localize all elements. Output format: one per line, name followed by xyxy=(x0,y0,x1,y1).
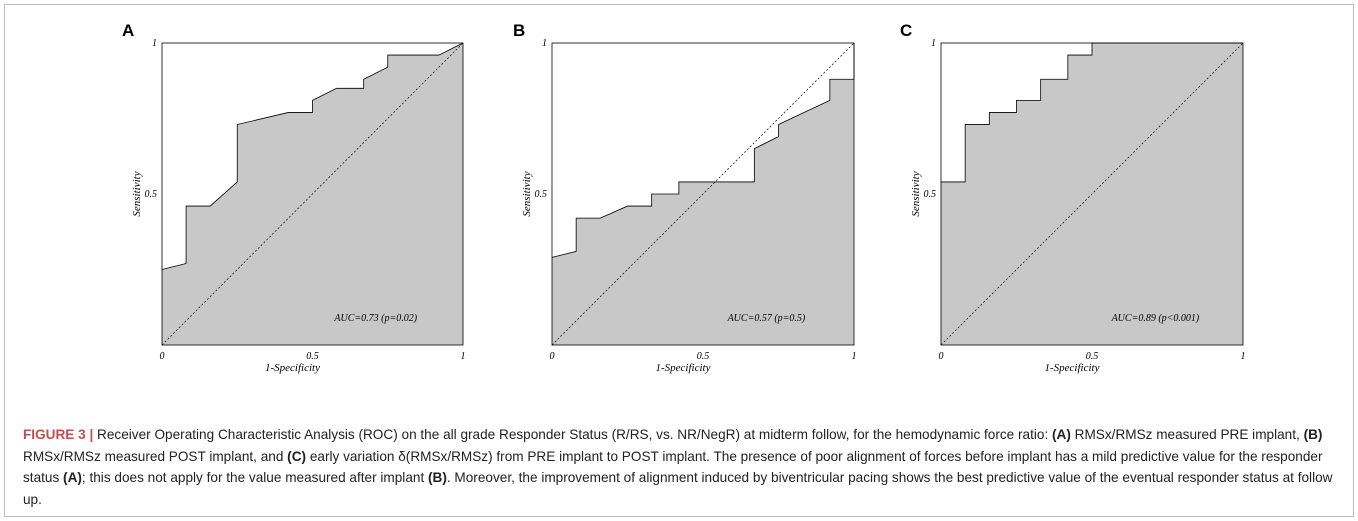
figure-frame: A 0 0.5 1 0.5 1 1-Specificity Sensitivity AUC=0.… xyxy=(4,4,1354,517)
x-tick-label: 0 xyxy=(160,351,165,362)
roc-panel-c: C 0 0.5 1 0.5 1 1-Specificity Sensitivity AUC=0.… xyxy=(900,21,1246,374)
x-tick-label: 0 xyxy=(939,351,944,362)
roc-panel-a: A 0 0.5 1 0.5 1 1-Specificity Sensitivity AUC=0.… xyxy=(122,21,466,374)
y-axis-label: Sensitivity xyxy=(910,171,922,216)
caption-lead: FIGURE 3 | xyxy=(23,427,94,442)
plot-frame xyxy=(551,42,855,346)
roc-figure: A 0 0.5 1 0.5 1 1-Specificity Sensitivity AUC=0.… xyxy=(122,21,1246,374)
caption-text: RMSx/RMSz measured POST implant, and xyxy=(23,448,288,464)
y-tick-label: 1 xyxy=(542,38,547,49)
roc-curve xyxy=(551,43,855,258)
x-tick-label: 1 xyxy=(461,351,466,362)
reference-diagonal xyxy=(161,42,464,346)
caption-text: . Moreover, the improvement of alignment… xyxy=(23,470,1333,507)
x-axis-label: 1-Specificity xyxy=(265,362,320,374)
panel-letter: C xyxy=(900,21,912,40)
caption-panel-ref: (A) xyxy=(63,470,82,485)
caption-text: RMSx/RMSz measured PRE implant, xyxy=(1070,427,1304,442)
caption-panel-ref: (B) xyxy=(428,470,447,485)
y-tick-label: 0.5 xyxy=(145,189,158,200)
caption-text: ; this does not apply for the value meas… xyxy=(81,470,428,485)
caption-panel-ref: (B) xyxy=(1303,427,1323,442)
caption-panel-ref: (C) xyxy=(287,448,307,464)
figure-caption: FIGURE 3 | Receiver Operating Characteri… xyxy=(23,424,1345,510)
plot-frame xyxy=(940,42,1244,346)
auc-annotation: AUC=0.89 (p<0.001) xyxy=(1111,313,1200,324)
roc-curve xyxy=(941,42,1243,183)
y-tick-label: 1 xyxy=(152,38,157,49)
x-axis-label: 1-Specificity xyxy=(656,362,711,374)
caption-text: Receiver Operating Characteristic Analys… xyxy=(93,427,1053,442)
y-tick-label: 0.5 xyxy=(924,189,937,200)
caption-panel-ref: (A) xyxy=(1052,427,1071,442)
x-tick-label: 1 xyxy=(852,351,857,362)
reference-diagonal xyxy=(940,42,1244,346)
x-tick-label: 0 xyxy=(550,351,555,362)
reference-diagonal xyxy=(551,42,855,346)
caption-text: early variation δ(RMSx/RMSz) from PRE im… xyxy=(23,448,1323,486)
plot-frame xyxy=(161,42,464,346)
y-axis-label: Sensitivity xyxy=(131,171,143,216)
x-tick-label: 0.5 xyxy=(697,351,710,362)
y-axis-label: Sensitivity xyxy=(521,171,533,216)
y-tick-label: 0.5 xyxy=(535,189,548,200)
x-tick-label: 0.5 xyxy=(306,351,319,362)
x-axis-label: 1-Specificity xyxy=(1045,362,1100,374)
panel-letter: A xyxy=(122,21,134,40)
x-tick-label: 1 xyxy=(1241,351,1246,362)
auc-annotation: AUC=0.73 (p=0.02) xyxy=(333,313,417,324)
roc-curve xyxy=(161,42,464,270)
x-tick-label: 0.5 xyxy=(1086,351,1099,362)
panel-letter: B xyxy=(513,21,525,40)
y-tick-label: 1 xyxy=(931,38,936,49)
auc-annotation: AUC=0.57 (p=0.5) xyxy=(727,313,806,324)
roc-panel-b: B 0 0.5 1 0.5 1 1-Specificity Sensitivity AUC=0.… xyxy=(513,21,857,374)
